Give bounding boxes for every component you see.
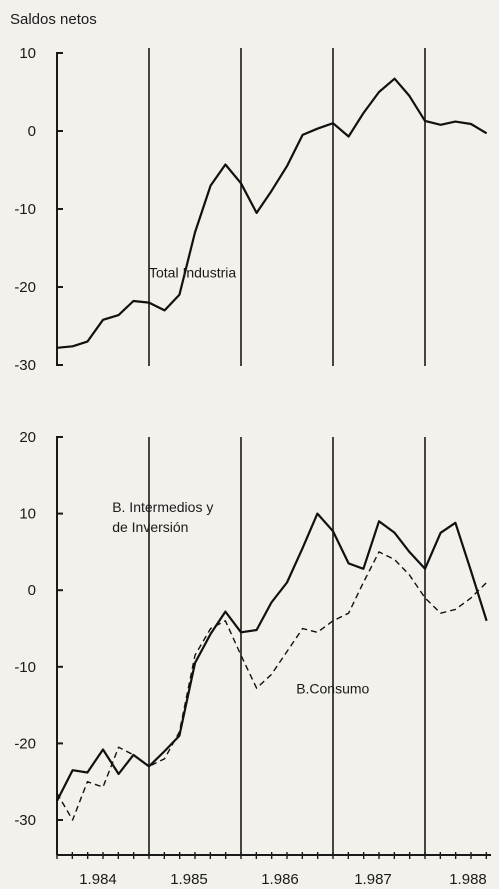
x-tick-label: 1.987 bbox=[354, 871, 392, 888]
y-tick-label: 0 bbox=[28, 123, 36, 140]
series-line-solid bbox=[56, 512, 488, 802]
x-tick-label: 1.988 bbox=[449, 871, 487, 888]
y-tick-label: -10 bbox=[14, 659, 36, 676]
chart-annotation: B.Consumo bbox=[296, 681, 369, 697]
y-tick-label: -10 bbox=[14, 201, 36, 218]
y-tick-label: 10 bbox=[19, 45, 36, 62]
top-panel-total-industria: -30 -20 -10 0 10 Total Industria bbox=[14, 45, 488, 374]
series-line-solid bbox=[56, 77, 488, 349]
x-tick-label: 1.986 bbox=[261, 871, 299, 888]
x-tick-label: 1.984 bbox=[79, 871, 117, 888]
y-tick-label: 0 bbox=[28, 582, 36, 599]
chart-annotation: Total Industria bbox=[149, 265, 236, 281]
y-tick-label: 20 bbox=[19, 429, 36, 446]
y-tick-label: 10 bbox=[19, 506, 36, 523]
y-axis-label: Saldos netos bbox=[10, 11, 97, 28]
bottom-panel-intermedios-consumo: -30 -20 -10 0 10 20 B. Intermedios y de Inversi… bbox=[14, 429, 491, 859]
chart-annotation: de Inversión bbox=[112, 519, 188, 535]
y-tick-label: -20 bbox=[14, 279, 36, 296]
x-axis-year-labels: 1.984 1.985 1.986 1.987 1.988 bbox=[79, 871, 487, 888]
y-tick-label: -30 bbox=[14, 357, 36, 374]
chart-annotation: B. Intermedios y bbox=[112, 499, 213, 515]
y-tick-label: -20 bbox=[14, 735, 36, 752]
y-tick-label: -30 bbox=[14, 812, 36, 829]
x-tick-label: 1.985 bbox=[170, 871, 208, 888]
series-line-dashed bbox=[56, 551, 488, 821]
